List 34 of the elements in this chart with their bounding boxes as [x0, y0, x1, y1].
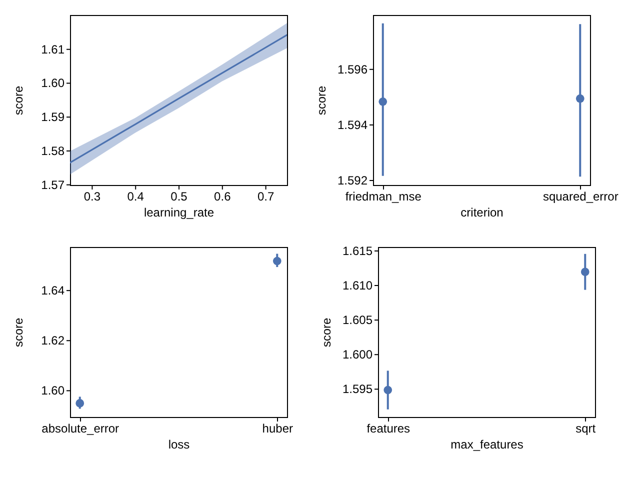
y-tick-label: 1.605: [342, 313, 373, 328]
x-tick-label: features: [366, 422, 410, 436]
x-tick-label: huber: [262, 422, 293, 436]
x-tick-label: sqrt: [576, 422, 596, 436]
x-tick-label: friedman_mse: [345, 190, 422, 204]
y-tick-label: 1.57: [41, 178, 65, 192]
y-tick-label: 1.595: [342, 382, 373, 396]
y-tick-label: 1.59: [41, 110, 65, 124]
y-tick-label: 1.600: [342, 348, 373, 362]
y-tick-label: 1.615: [342, 244, 373, 258]
x-axis-title: loss: [168, 438, 190, 452]
x-axis-title: criterion: [460, 206, 504, 220]
y-tick-label: 1.594: [337, 118, 368, 132]
y-tick-label: 1.60: [41, 384, 65, 398]
y-axis-title: score: [12, 318, 26, 348]
x-tick-label: 0.5: [170, 190, 188, 204]
x-tick-label: absolute_error: [42, 422, 120, 436]
x-tick-label: 0.6: [214, 190, 232, 204]
x-tick-label: 0.3: [84, 190, 101, 204]
y-tick-label: 1.64: [41, 284, 65, 298]
y-tick-label: 1.596: [337, 62, 368, 76]
x-tick-label: 0.4: [127, 190, 144, 204]
y-tick-label: 1.61: [41, 42, 65, 56]
x-tick-label: 0.7: [257, 190, 274, 204]
x-axis-title: max_features: [450, 438, 524, 452]
y-tick-label: 1.62: [41, 334, 65, 348]
x-axis-title: learning_rate: [144, 206, 214, 220]
y-tick-label: 1.58: [41, 144, 65, 158]
y-axis-title: score: [320, 318, 334, 348]
y-tick-label: 1.610: [342, 278, 373, 293]
y-axis-title: score: [314, 86, 328, 116]
y-axis-title: score: [12, 86, 26, 116]
y-tick-label: 1.592: [337, 174, 368, 188]
x-tick-label: squared_error: [542, 190, 618, 204]
